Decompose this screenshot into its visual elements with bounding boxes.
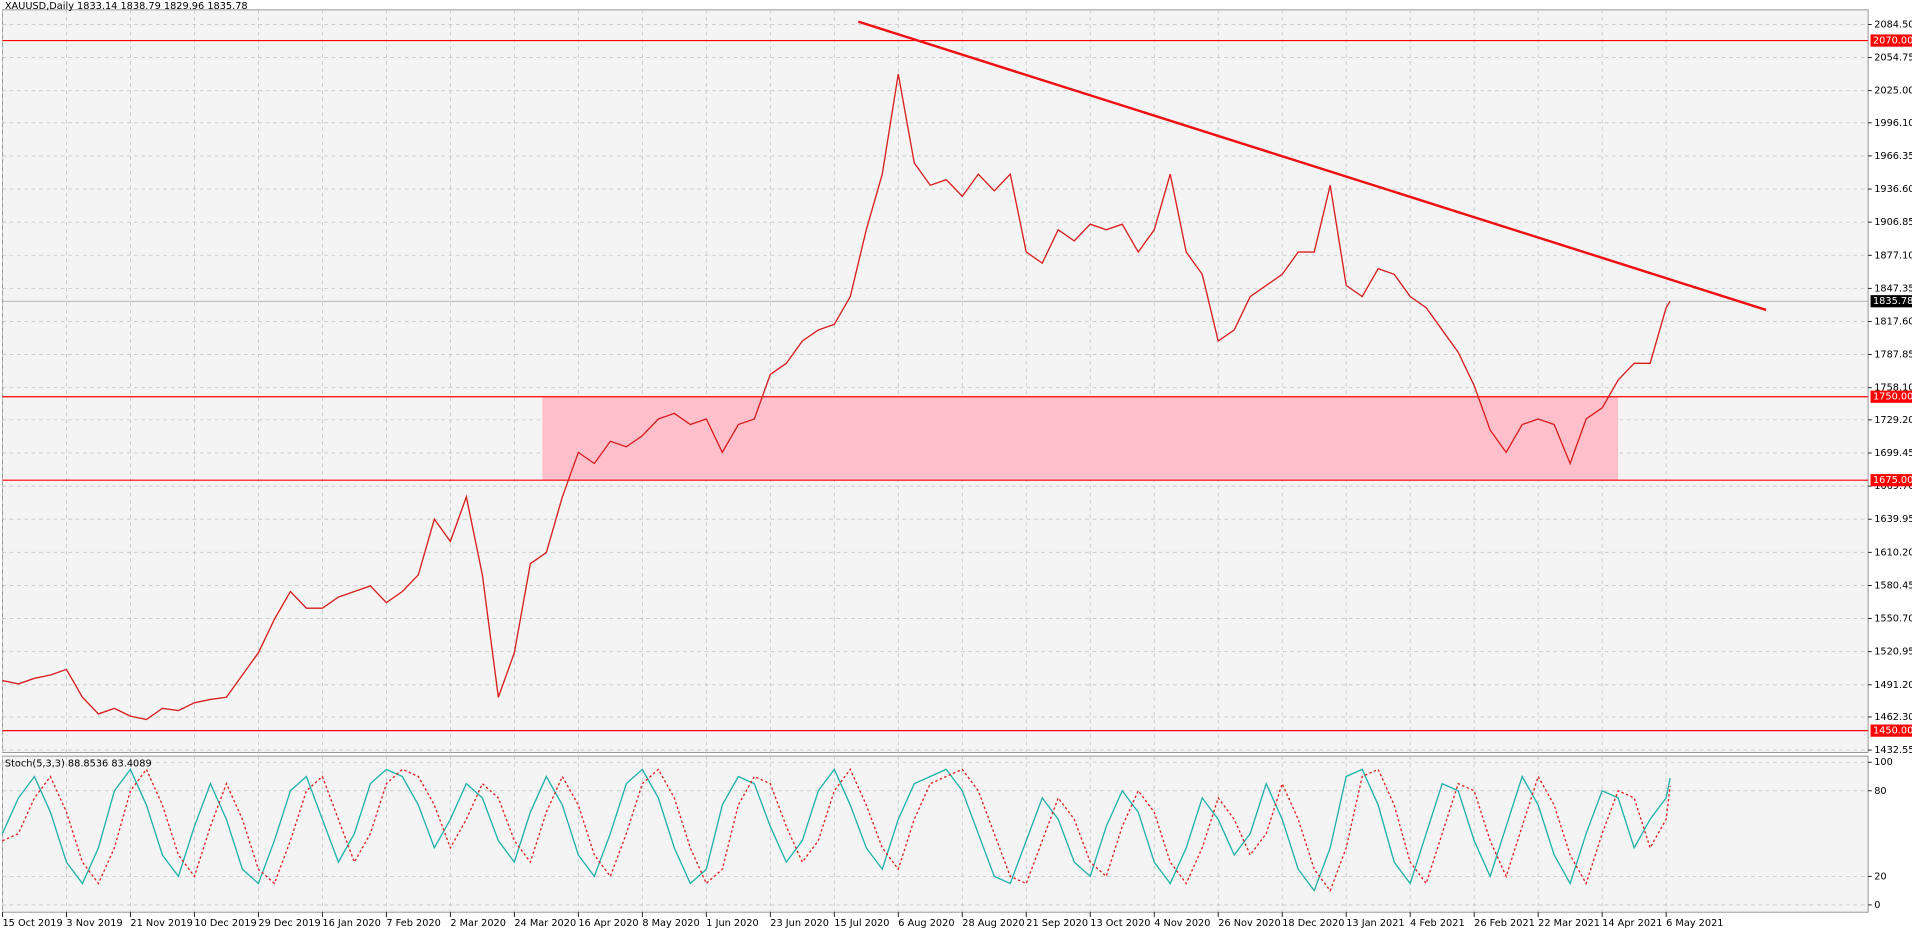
y-tick-label: 1491.20 (1874, 680, 1912, 691)
y-tick-label: 2054.75 (1874, 53, 1912, 64)
x-tick-label: 15 Jul 2020 (834, 918, 889, 929)
y-tick-label: 2025.00 (1874, 86, 1912, 97)
y-tick-label: 1520.95 (1874, 647, 1912, 658)
x-tick-label: 18 Dec 2020 (1282, 918, 1344, 929)
x-tick-label: 29 Dec 2019 (258, 918, 320, 929)
x-tick-label: 6 May 2021 (1666, 918, 1723, 929)
series-line (2, 768, 1671, 893)
y-tick-label: 1610.20 (1874, 547, 1912, 558)
level-label: 1450.00 (1873, 726, 1912, 737)
x-tick-label: 15 Oct 2019 (2, 918, 62, 929)
x-tick-label: 6 Aug 2020 (898, 918, 954, 929)
x-tick-label: 26 Nov 2020 (1218, 918, 1280, 929)
level-box (1870, 474, 1912, 487)
y-tick-label: 1847.35 (1874, 283, 1912, 294)
y-tick-label: 1639.95 (1874, 514, 1912, 525)
series-line (2, 73, 1671, 721)
y-tick-label: 1729.20 (1874, 415, 1912, 426)
y-tick-label: 1462.30 (1874, 712, 1912, 723)
trendline (857, 20, 1767, 312)
y-tick-label: 2084.50 (1874, 19, 1912, 30)
y-tick-label: 1787.85 (1874, 350, 1912, 361)
x-tick-label: 1 Jun 2020 (706, 918, 758, 929)
x-tick-label: 2 Mar 2020 (450, 918, 506, 929)
x-tick-label: 10 Dec 2019 (194, 918, 256, 929)
indicator-title: Stoch(5,3,3) 88.8536 83.4089 (5, 758, 152, 769)
level-label: 1750.00 (1873, 392, 1912, 403)
y-tick-label: 1906.85 (1874, 217, 1912, 228)
level-label: 1675.00 (1873, 475, 1912, 486)
current-price-label: 1835.78 (1873, 296, 1912, 307)
y-tick-label: 1432.55 (1874, 745, 1912, 756)
x-tick-label: 24 Mar 2020 (514, 918, 576, 929)
main-panel (2, 9, 1869, 753)
x-tick-label: 14 Apr 2021 (1602, 918, 1662, 929)
stoch-panel (2, 755, 1869, 913)
y-tick-label: 1936.60 (1874, 184, 1912, 195)
level-box (1870, 724, 1912, 737)
level-box (1870, 390, 1912, 403)
series-line (1, 768, 1671, 893)
x-tick-label: 13 Oct 2020 (1090, 918, 1150, 929)
x-tick-label: 26 Feb 2021 (1474, 918, 1535, 929)
y-tick-label: 1996.10 (1874, 118, 1912, 129)
x-tick-label: 23 Jun 2020 (770, 918, 829, 929)
x-tick-label: 21 Sep 2020 (1026, 918, 1088, 929)
current-price-box (1870, 295, 1912, 308)
x-tick-label: 16 Jan 2020 (322, 918, 380, 929)
y-tick-label: 0 (1874, 900, 1880, 911)
y-tick-label: 1817.60 (1874, 316, 1912, 327)
x-tick-label: 21 Nov 2019 (130, 918, 192, 929)
x-tick-label: 13 Jan 2021 (1346, 918, 1404, 929)
y-tick-label: 100 (1874, 757, 1893, 768)
x-tick-label: 3 Nov 2019 (66, 918, 122, 929)
level-box (1870, 34, 1912, 47)
panel-layer: 2084.50 2054.75 2025.00 1996.10 1966.35 1936.… (2, 9, 1912, 756)
x-tick-label: 16 Apr 2020 (578, 918, 638, 929)
x-tick-label: 8 May 2020 (642, 918, 699, 929)
y-tick-label: 80 (1874, 786, 1886, 797)
chart-title: XAUUSD,Daily 1833.14 1838.79 1829.96 183… (5, 1, 248, 12)
x-tick-label: 4 Nov 2020 (1154, 918, 1210, 929)
y-tick-label: 1877.10 (1874, 250, 1912, 261)
y-tick-label: 1699.45 (1874, 448, 1912, 459)
y-tick-label: 1966.35 (1874, 151, 1912, 162)
y-tick-label: 1669.70 (1874, 481, 1912, 492)
zone (542, 396, 1619, 481)
y-tick-label: 1550.70 (1874, 614, 1912, 625)
panel-layer: 100 80 20 0 (1, 756, 1893, 913)
x-tick-label: 28 Aug 2020 (962, 918, 1024, 929)
x-tick-label: 4 Feb 2021 (1410, 918, 1464, 929)
y-tick-label: 1580.45 (1874, 580, 1912, 591)
y-tick-label: 20 (1874, 871, 1886, 882)
x-tick-label: 7 Feb 2020 (386, 918, 440, 929)
level-label: 2070.00 (1873, 36, 1912, 47)
y-tick-label: 1758.10 (1874, 383, 1912, 394)
x-tick-label: 22 Mar 2021 (1538, 918, 1600, 929)
